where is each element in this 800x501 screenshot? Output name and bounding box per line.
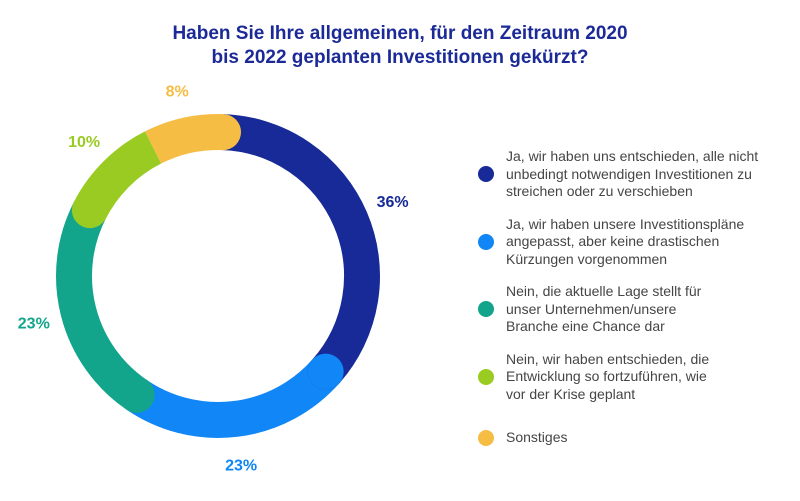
data-label: 8% — [166, 83, 189, 100]
legend-item: Nein, die aktuelle Lage stellt für unser … — [478, 283, 778, 336]
chart-title: Haben Sie Ihre allgemeinen, für den Zeit… — [0, 22, 800, 70]
legend-item: Nein, wir haben entschieden, die Entwickl… — [478, 351, 778, 404]
title-line: Haben Sie Ihre allgemeinen, für den Zeit… — [172, 23, 628, 44]
legend-item: Ja, wir haben uns entschieden, alle nich… — [478, 148, 778, 201]
data-label: 36% — [377, 194, 409, 211]
legend-text: Kürzungen vorgenommen — [506, 250, 668, 267]
legend-dot-icon — [478, 368, 494, 385]
legend-text: unbedingt notwendigen Investitionen zu — [506, 165, 752, 182]
legend: Ja, wir haben uns entschieden, alle nich… — [478, 148, 778, 462]
legend-text: Ja, wir haben unsere Investitionspläne — [506, 215, 745, 232]
legend-text: unser Unternehmen/unsere — [506, 300, 677, 317]
legend-text: Nein, die aktuelle Lage stellt für — [506, 283, 702, 299]
legend-dot-icon — [478, 166, 494, 183]
segment-cap — [71, 192, 108, 229]
legend-dot-icon — [478, 233, 494, 250]
donut-segment — [126, 359, 340, 438]
data-label: 10% — [68, 134, 100, 151]
title-line: bis 2022 geplanten Investitionen gekürzt… — [211, 47, 589, 68]
legend-text: streichen oder zu verschieben — [506, 183, 693, 199]
legend-text: angepasst, aber keine drastischen — [506, 233, 720, 249]
legend-dot-icon — [478, 429, 494, 446]
legend-text: vor der Krise geplant — [506, 385, 636, 402]
legend-item: Ja, wir haben unsere Investitionspläne an… — [478, 216, 778, 269]
segment-cap — [205, 114, 242, 151]
donut-segment — [56, 201, 148, 410]
legend-text: Ja, wir haben uns entschieden, alle nich… — [506, 148, 759, 164]
data-label: 23% — [225, 458, 257, 475]
segment-cap — [118, 376, 155, 413]
donut-segment — [222, 114, 380, 384]
legend-text: Sonstiges — [506, 429, 568, 445]
data-label: 23% — [18, 316, 50, 333]
legend-text: Nein, wir haben entschieden, die — [506, 350, 710, 367]
legend-item: Sonstiges — [478, 429, 778, 447]
legend-dot-icon — [478, 301, 494, 318]
legend-text: Entwicklung so fortzuführen, wie — [506, 368, 707, 384]
segment-cap — [307, 353, 344, 390]
legend-text: Branche eine Chance dar — [506, 318, 665, 334]
